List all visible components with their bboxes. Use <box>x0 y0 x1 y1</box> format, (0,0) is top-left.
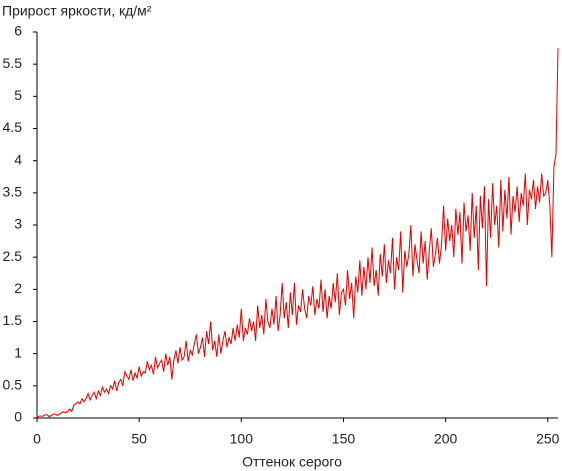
y-tick-label: 1 <box>14 344 22 360</box>
data-line <box>36 48 559 419</box>
x-tick-label: 0 <box>33 431 41 447</box>
x-tick-label: 100 <box>230 431 254 447</box>
y-tick-label: 5 <box>14 87 22 103</box>
y-tick-label: 1.5 <box>3 312 23 328</box>
y-tick-label: 0 <box>14 409 22 425</box>
y-tick-label: 4.5 <box>3 119 23 135</box>
y-tick-label: 3.5 <box>3 184 23 200</box>
y-tick-label: 0.5 <box>3 377 23 393</box>
x-axis-label: Оттенок серого <box>242 454 342 470</box>
y-tick-label: 5.5 <box>3 55 23 71</box>
y-tick-label: 2 <box>14 280 22 296</box>
y-tick-label: 4 <box>14 151 22 167</box>
y-tick-label: 3 <box>14 216 22 232</box>
x-tick-label: 150 <box>332 431 356 447</box>
x-tick-label: 200 <box>434 431 458 447</box>
x-tick-label: 250 <box>536 431 560 447</box>
x-tick-label: 50 <box>131 431 147 447</box>
chart-title: Прирост яркости, кд/м² <box>2 3 152 19</box>
y-tick-label: 6 <box>14 23 22 39</box>
y-tick-label: 2.5 <box>3 248 23 264</box>
